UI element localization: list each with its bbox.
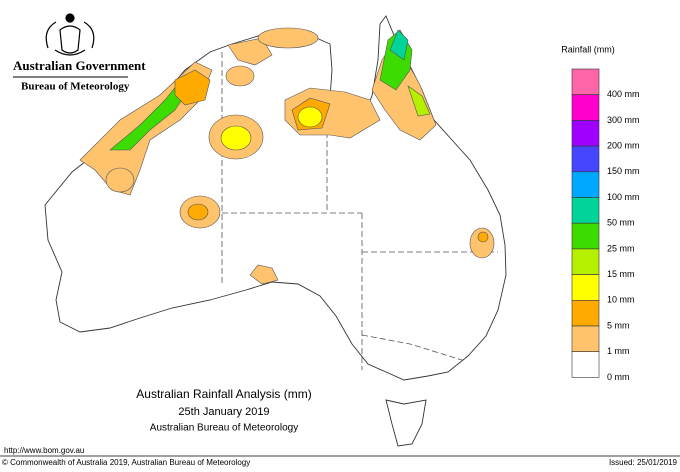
legend-label: 5 mm <box>607 320 630 330</box>
legend-swatch <box>571 197 600 224</box>
legend-label: 400 mm <box>607 89 640 99</box>
emblem <box>45 13 95 56</box>
australia-map <box>44 15 507 447</box>
legend-label: 10 mm <box>607 295 635 305</box>
rainfall-areas <box>79 27 495 285</box>
legend-label: 100 mm <box>607 192 640 202</box>
map-title: Australian Rainfall Analysis (mm) 25th Ja… <box>136 387 311 433</box>
legend-swatch <box>571 299 600 327</box>
legend-swatch <box>571 94 600 121</box>
legend-label: 15 mm <box>607 269 635 279</box>
legend-swatch <box>571 171 600 198</box>
footer-copyright: © Commonwealth of Australia 2019, Austra… <box>2 458 250 467</box>
legend-swatch <box>571 222 600 250</box>
legend-label: 200 mm <box>607 140 640 150</box>
agency-name: Australian Government <box>13 58 146 73</box>
legend-swatch <box>571 325 600 353</box>
bureau-name: Bureau of Meteorology <box>21 81 130 93</box>
legend-label: 0 mm <box>607 372 630 382</box>
legend-swatch <box>571 351 600 378</box>
legend-label: 50 mm <box>607 218 635 228</box>
state-border <box>361 334 463 361</box>
legend-swatch <box>571 145 600 173</box>
footer-issued: Issued: 25/01/2019 <box>609 458 678 467</box>
legend-swatch <box>571 248 600 275</box>
legend-label: 1 mm <box>607 346 630 356</box>
legend-label: 25 mm <box>607 243 635 253</box>
map-title-line: 25th January 2019 <box>178 406 269 418</box>
legend-swatch <box>571 274 600 301</box>
legend-label: 150 mm <box>607 166 640 176</box>
legend-swatch <box>571 120 600 147</box>
legend-swatch <box>571 68 600 96</box>
legend-label: 300 mm <box>607 115 640 125</box>
legend: Rainfall (mm) 400 mm 300 mm 200 mm 150 mm 10… <box>561 44 639 381</box>
footer-url: http://www.bom.gov.au <box>4 446 84 455</box>
map-title-line: Australian Rainfall Analysis (mm) <box>136 387 311 401</box>
tasmania <box>385 399 427 447</box>
legend-title: Rainfall (mm) <box>561 44 615 54</box>
map-title-line: Australian Bureau of Meteorology <box>150 423 298 434</box>
